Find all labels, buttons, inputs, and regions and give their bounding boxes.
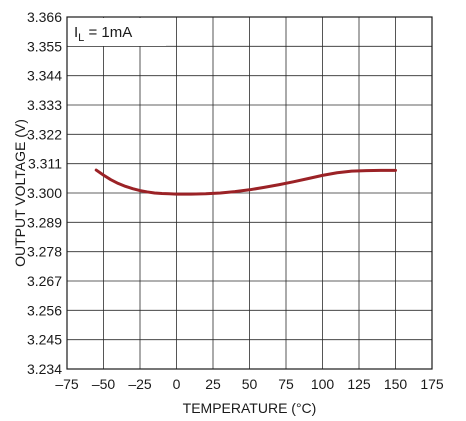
y-tick-label: 3.311 (28, 156, 62, 172)
y-tick-label: 3.355 (27, 38, 62, 54)
annotation-value: = 1mA (84, 24, 132, 41)
x-axis-label: TEMPERATURE (°C) (183, 400, 317, 416)
x-tick-label: 125 (347, 376, 371, 392)
y-tick-label: 3.278 (27, 244, 62, 260)
grid-lines (67, 17, 432, 369)
y-tick-label: 3.300 (27, 185, 62, 201)
annotation-subscript: L (78, 32, 84, 44)
x-tick-label: 100 (311, 376, 335, 392)
x-tick-label: –50 (92, 376, 116, 392)
y-tick-label: 3.256 (27, 302, 62, 318)
load-current-annotation: IL = 1mA (68, 18, 166, 46)
y-tick-label: 3.245 (27, 332, 62, 348)
y-tick-label: 3.333 (27, 97, 62, 113)
annotation-text: IL = 1mA (74, 24, 132, 44)
y-tick-label: 3.366 (27, 9, 62, 25)
x-tick-label: 25 (205, 376, 221, 392)
x-tick-label: 50 (242, 376, 258, 392)
series-line-0 (94, 168, 397, 196)
annotation-symbol: I (74, 24, 78, 41)
plot-frame (66, 16, 433, 370)
y-tick-label: 3.234 (27, 361, 62, 377)
y-tick-labels: 3.366 3.355 3.344 3.333 3.322 3.311 3.300 3.289… (27, 9, 62, 377)
x-tick-label: 0 (173, 376, 181, 392)
annotation-background (68, 18, 166, 46)
x-tick-labels: –75 –50 –25 0 25 50 75 100 125 150 175 (55, 376, 444, 392)
y-tick-label: 3.289 (27, 214, 62, 230)
x-tick-label: 75 (278, 376, 294, 392)
y-tick-label: 3.267 (27, 273, 62, 289)
x-tick-label: 150 (384, 376, 408, 392)
y-tick-label: 3.322 (27, 126, 62, 142)
series-layer (94, 168, 397, 196)
y-axis-label: OUTPUT VOLTAGE (V) (12, 119, 28, 267)
y-tick-label: 3.344 (27, 68, 62, 84)
x-tick-label: –75 (55, 376, 79, 392)
x-tick-label: –25 (128, 376, 152, 392)
x-tick-label: 175 (420, 376, 444, 392)
